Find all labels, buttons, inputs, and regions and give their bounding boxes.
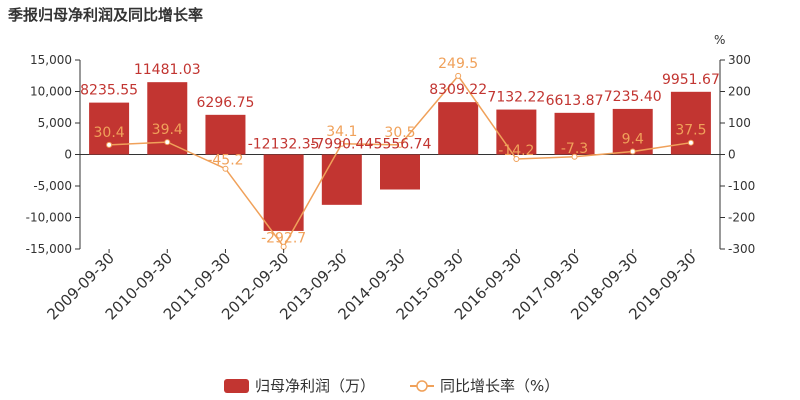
profit-bar [321, 154, 362, 205]
y-right-tick-label: 0 [728, 148, 736, 162]
growth-rate-label: 30.5 [384, 125, 415, 141]
growth-rate-label: 37.5 [675, 123, 706, 139]
growth-rate-label: -45.2 [207, 153, 243, 169]
profit-bar [380, 154, 420, 190]
growth-rate-label: -7.3 [561, 141, 588, 157]
y-left-tick-label: -15,000 [26, 242, 72, 256]
growth-rate-point [687, 139, 694, 146]
growth-rate-point [455, 72, 462, 79]
bar-value-label: 6296.75 [197, 95, 255, 111]
growth-rate-point [571, 153, 578, 160]
legend: 归母净利润（万） 同比增长率（%） [224, 377, 559, 395]
bar-value-label: 7132.22 [487, 90, 545, 106]
y-left-tick-label: -5,000 [33, 179, 72, 193]
growth-rate-point [513, 155, 520, 162]
growth-rate-label: 34.1 [326, 124, 357, 140]
growth-rate-point [106, 141, 113, 148]
x-axis-ticks: 2009-09-302010-09-302011-09-302012-09-30… [44, 249, 700, 323]
growth-rate-point [397, 141, 403, 148]
profit-bar [438, 102, 479, 155]
y-left-tick-label: 5,000 [38, 116, 72, 130]
bar-value-label: 8309.22 [429, 82, 487, 98]
growth-rate-label: 39.4 [152, 122, 183, 138]
profit-bar [205, 114, 246, 155]
legend-bar-label: 归母净利润（万） [255, 377, 375, 395]
bar-value-label: 6613.87 [546, 93, 604, 109]
y-left-tick-label: 0 [64, 148, 72, 162]
axes: 15,000 10,000 5,000 0 -5,000 -10,000 -15,000 30… [26, 53, 756, 256]
y-right-tick-label: -100 [728, 179, 755, 193]
y-right-tick-label: -200 [728, 211, 755, 225]
bar-value-label: 8235.55 [80, 83, 138, 99]
y-left-tick-label: 10,000 [30, 85, 72, 99]
chart-title: 季报归母净利润及同比增长率 [8, 6, 203, 24]
growth-rate-point [338, 140, 345, 147]
y-right-tick-label: 300 [728, 53, 751, 67]
growth-rate-point [222, 165, 229, 172]
growth-rate-point [164, 139, 171, 146]
y-right-tick-label: 100 [728, 116, 751, 130]
growth-rate-label: 30.4 [94, 125, 125, 141]
profit-bar [554, 112, 595, 155]
legend-bar-swatch [224, 379, 249, 393]
profit-bar [496, 109, 537, 155]
y-left-tick-label: 15,000 [30, 53, 72, 67]
legend-line-label: 同比增长率（%） [440, 377, 559, 395]
growth-rate-label: 9.4 [622, 132, 644, 148]
profit-bar [612, 108, 653, 155]
bar-value-label: -12132.35 [248, 137, 320, 153]
bar-value-label: 9951.67 [662, 72, 720, 88]
bar-value-label: -7990.44 [310, 137, 373, 153]
growth-rate-label: -292.7 [261, 231, 306, 247]
growth-rate-label: 249.5 [438, 56, 478, 72]
bar-value-label: 7235.40 [604, 89, 662, 105]
y-left-tick-label: -10,000 [26, 211, 72, 225]
bar-value-label: 11481.03 [134, 62, 201, 78]
y-right-tick-label: 200 [728, 85, 751, 99]
growth-rate-label: -14.2 [498, 143, 534, 159]
profit-bar [263, 154, 304, 231]
legend-line-marker [416, 380, 428, 392]
growth-rate-point [629, 148, 636, 155]
right-axis-unit: % [714, 33, 725, 47]
y-right-tick-label: -300 [728, 242, 755, 256]
bar-value-label: -5556.74 [369, 137, 432, 153]
data-labels: 8235.5511481.036296.75-12132.35-7990.44-… [80, 56, 720, 247]
bar-series [89, 82, 711, 231]
